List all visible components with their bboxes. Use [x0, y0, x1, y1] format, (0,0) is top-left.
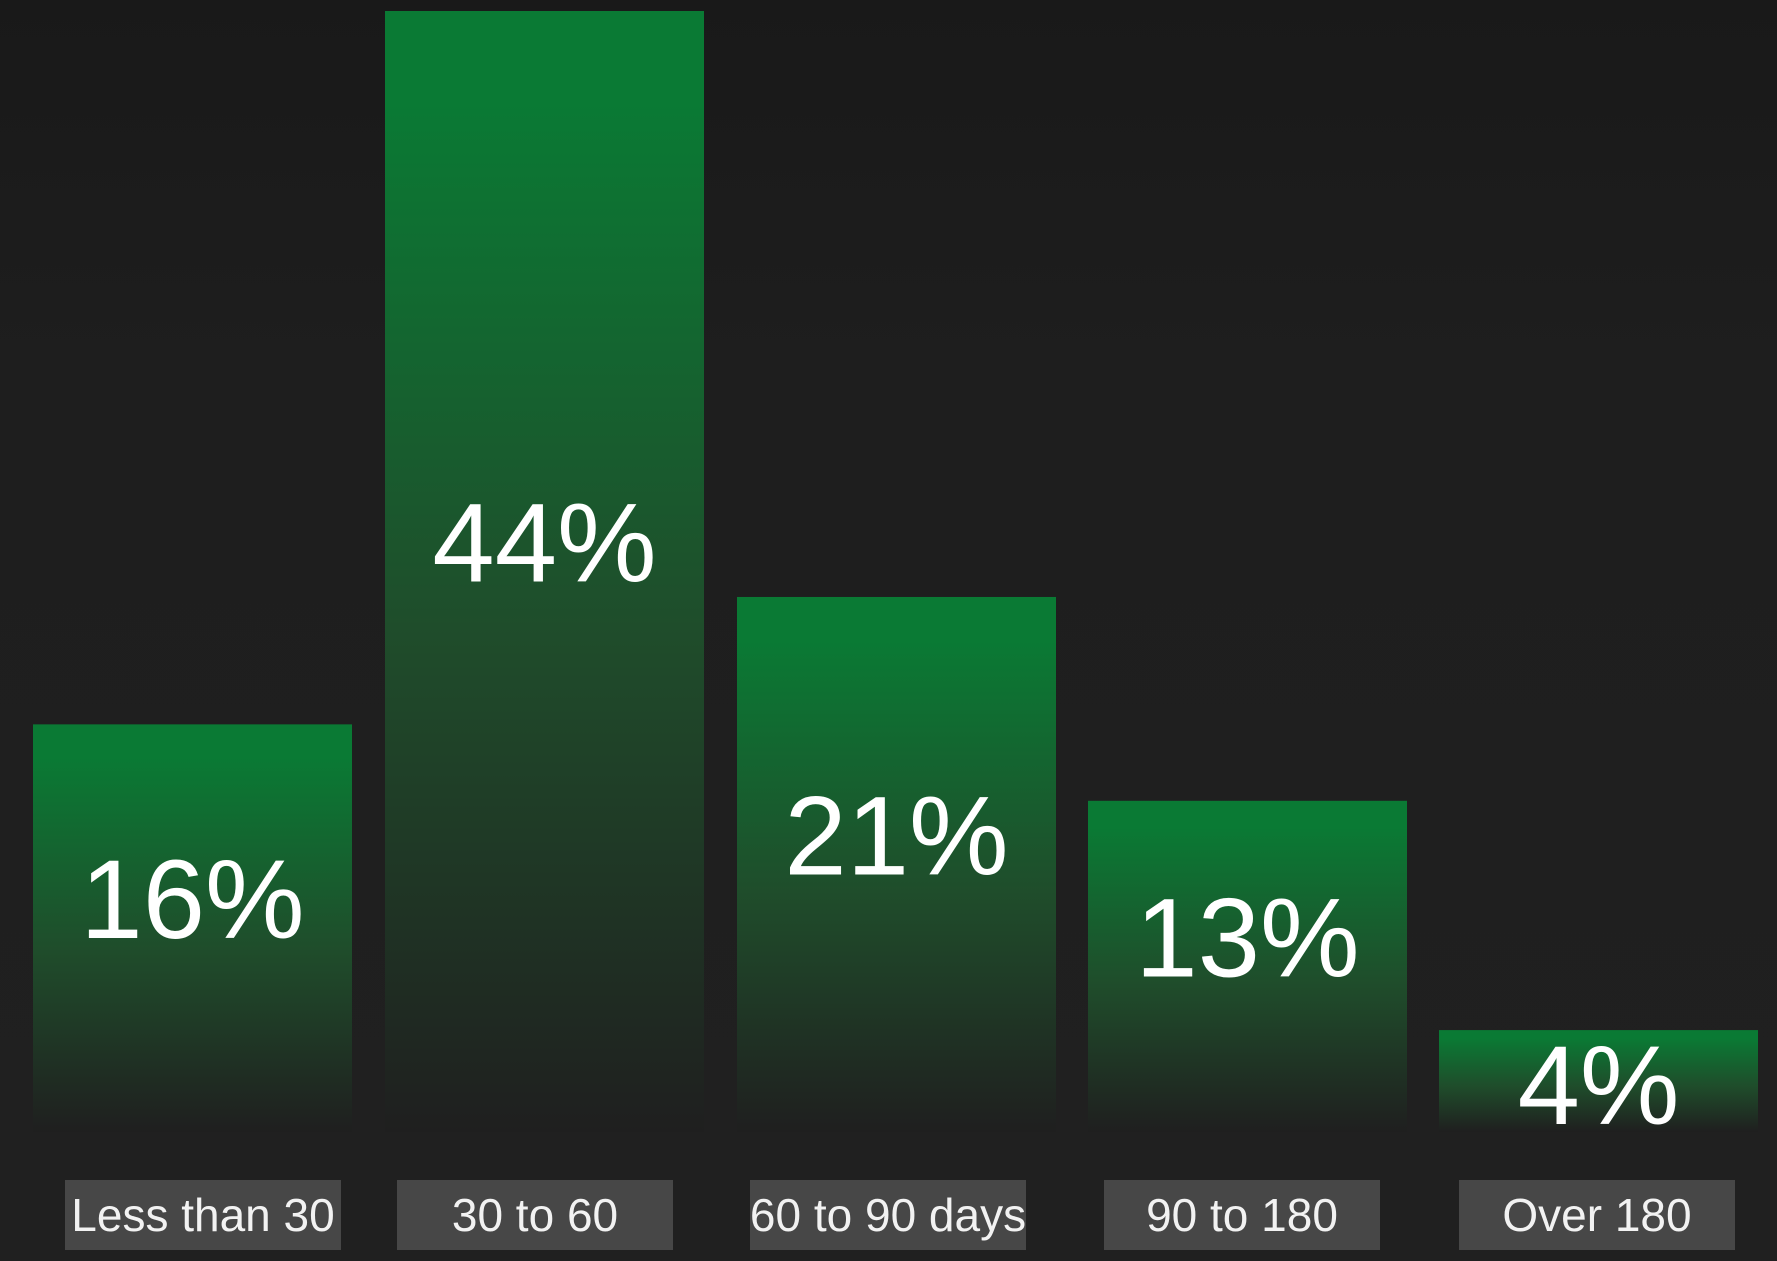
value-labels-layer: 16% 44% 21% 13% 4%	[80, 481, 1679, 1149]
bar-4	[1439, 1030, 1758, 1132]
category-box-4	[1459, 1180, 1735, 1250]
category-label-4: Over 180	[1502, 1189, 1691, 1241]
value-label-1: 44%	[432, 481, 656, 606]
bar-1	[385, 11, 704, 1132]
category-label-3: 90 to 180	[1146, 1189, 1338, 1241]
bars-layer	[33, 11, 1758, 1132]
value-label-4: 4%	[1518, 1023, 1680, 1148]
category-box-3	[1104, 1180, 1380, 1250]
bar-3	[1088, 800, 1407, 1132]
bar-2	[737, 596, 1056, 1132]
category-box-2	[750, 1180, 1026, 1250]
category-box-0	[65, 1180, 341, 1250]
category-label-1: 30 to 60	[452, 1189, 618, 1241]
value-label-3: 13%	[1135, 875, 1359, 1000]
category-labels-layer: Less than 30 30 to 60 60 to 90 days 90 to 1…	[65, 1180, 1735, 1250]
category-box-1	[397, 1180, 673, 1250]
bar-0	[33, 724, 352, 1132]
value-label-0: 16%	[80, 837, 304, 962]
category-label-0: Less than 30	[71, 1189, 334, 1241]
value-label-2: 21%	[784, 773, 1008, 898]
category-label-2: 60 to 90 days	[750, 1189, 1026, 1241]
